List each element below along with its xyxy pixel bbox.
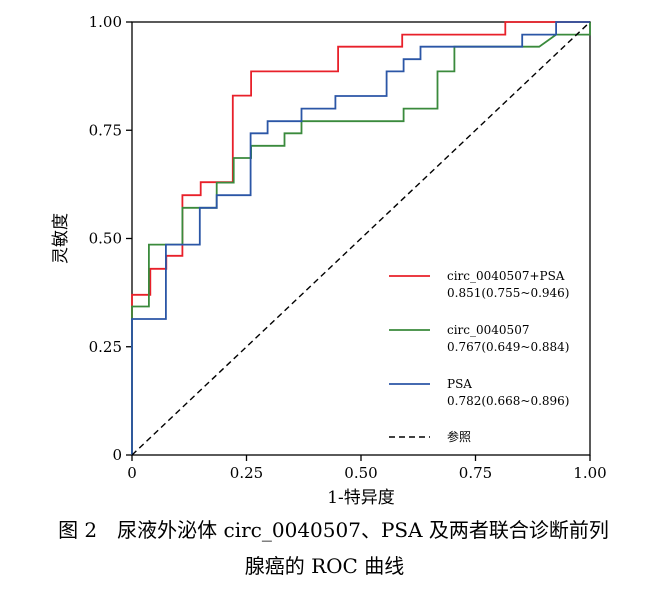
x-tick-label: 0 [127, 464, 137, 482]
legend-auc-2: 0.782(0.668~0.896) [447, 394, 569, 408]
legend-auc-0: 0.851(0.755~0.946) [447, 286, 569, 300]
x-tick-label: 0.50 [344, 464, 377, 482]
x-tick-label: 1.00 [573, 464, 606, 482]
legend-label-1: circ_0040507 [447, 323, 529, 337]
roc-curve-series-3 [131, 21, 591, 456]
roc-curve-series-1 [131, 22, 591, 455]
y-tick-label: 0.25 [89, 338, 122, 356]
y-tick-label: 0 [112, 446, 122, 464]
legend-label-0: circ_0040507+PSA [447, 269, 565, 283]
x-axis-label: 1-特异度 [327, 488, 395, 508]
x-tick-label: 0.75 [459, 464, 492, 482]
legend-label-2: PSA [447, 377, 472, 391]
figure-caption-line-2: 腺癌的 ROC 曲线 [244, 554, 405, 578]
y-tick-label: 1.00 [89, 13, 122, 31]
legend-auc-1: 0.767(0.649~0.884) [447, 340, 569, 354]
roc-curve-series-2 [131, 21, 590, 455]
x-tick-label: 0.25 [230, 464, 263, 482]
figure-caption-line-1: 图 2 尿液外泌体 circ_0040507、PSA 及两者联合诊断前列 [58, 518, 609, 542]
y-tick-label: 0.75 [89, 121, 122, 139]
roc-chart: 0 0.25 0.50 0.75 1.00 0 0.25 0.50 0.75 1.00 1-特异度 灵… [51, 13, 607, 508]
y-axis-label: 灵敏度 [51, 213, 71, 264]
figure-caption: 图 2 尿液外泌体 circ_0040507、PSA 及两者联合诊断前列 腺癌的… [0, 512, 649, 584]
legend-label-3: 参照 [447, 429, 471, 444]
y-tick-label: 0.50 [89, 230, 122, 248]
